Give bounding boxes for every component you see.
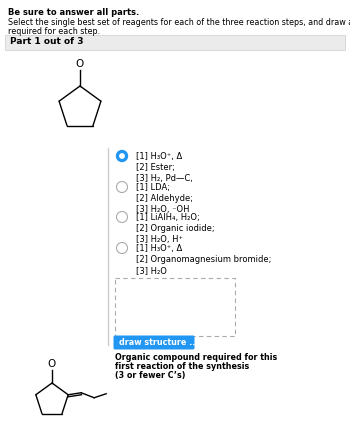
Text: [2] Organomagnesium bromide;: [2] Organomagnesium bromide;	[136, 255, 271, 264]
Circle shape	[117, 151, 127, 162]
Text: [3] H₂, Pd—C,: [3] H₂, Pd—C,	[136, 174, 193, 183]
Text: Organic compound required for this: Organic compound required for this	[115, 353, 277, 362]
Text: Be sure to answer all parts.: Be sure to answer all parts.	[8, 8, 139, 17]
Text: [2] Aldehyde;: [2] Aldehyde;	[136, 194, 193, 203]
Text: Part 1 out of 3: Part 1 out of 3	[10, 37, 84, 46]
Text: [3] H₂O: [3] H₂O	[136, 266, 167, 275]
Text: [2] Ester;: [2] Ester;	[136, 163, 175, 172]
Text: [2] Organic iodide;: [2] Organic iodide;	[136, 224, 215, 233]
Text: first reaction of the synthesis: first reaction of the synthesis	[115, 362, 249, 371]
FancyBboxPatch shape	[113, 335, 195, 349]
Text: draw structure ...: draw structure ...	[119, 338, 198, 347]
Text: required for each step.: required for each step.	[8, 27, 100, 36]
Text: O: O	[76, 59, 84, 69]
Text: [1] LDA;: [1] LDA;	[136, 183, 170, 192]
Text: Select the single best set of reagents for each of the three reaction steps, and: Select the single best set of reagents f…	[8, 18, 350, 27]
Bar	[115, 278, 235, 336]
Text: (3 or fewer C’s): (3 or fewer C’s)	[115, 371, 186, 380]
Text: [3] H₂O, ⁻OH: [3] H₂O, ⁻OH	[136, 205, 189, 214]
Bar	[5, 35, 345, 50]
Text: [1] LiAlH₄, H₂O;: [1] LiAlH₄, H₂O;	[136, 213, 200, 222]
Text: [1] H₃O⁺, Δ: [1] H₃O⁺, Δ	[136, 152, 182, 161]
Circle shape	[120, 154, 124, 158]
Text: [1] H₃O⁺, Δ: [1] H₃O⁺, Δ	[136, 244, 182, 253]
Text: [3] H₂O, H⁺: [3] H₂O, H⁺	[136, 235, 183, 244]
Text: O: O	[48, 359, 56, 369]
